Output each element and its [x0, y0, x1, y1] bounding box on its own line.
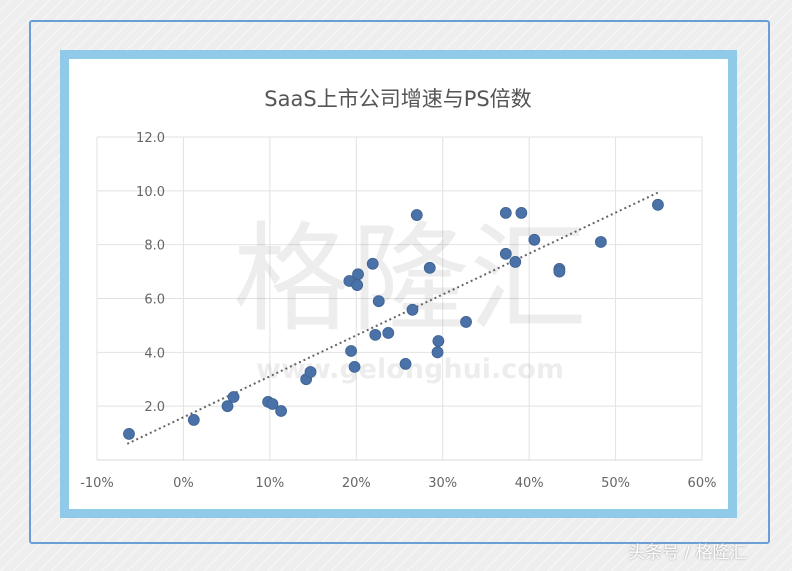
data-point — [382, 327, 395, 339]
watermark-main: 格隆汇 — [233, 210, 587, 348]
data-point — [351, 279, 364, 291]
data-point — [366, 257, 379, 270]
data-point — [432, 335, 445, 347]
outer-border — [29, 20, 770, 544]
y-tick-label: 6.0 — [144, 293, 165, 308]
data-point — [594, 236, 607, 248]
data-point — [348, 360, 361, 373]
data-point — [345, 345, 358, 357]
y-tick-label: 8.0 — [144, 239, 165, 254]
data-point — [227, 391, 240, 403]
data-point — [352, 268, 364, 281]
x-tick-label: 10% — [255, 476, 284, 491]
x-tick-label: 20% — [342, 476, 371, 491]
data-point — [304, 366, 317, 378]
x-tick-label: -10% — [80, 476, 114, 491]
data-point — [266, 398, 279, 410]
x-tick-label: 60% — [688, 476, 717, 491]
data-point — [652, 198, 664, 211]
x-tick-label: 40% — [515, 476, 544, 491]
data-point — [460, 316, 472, 328]
data-point — [423, 261, 436, 274]
y-tick-label: 2.0 — [144, 400, 165, 415]
data-point — [406, 303, 419, 316]
data-point — [221, 400, 234, 413]
footer-source: 头条号 / 格隆汇 — [628, 543, 747, 563]
x-tick-label: 50% — [601, 476, 630, 491]
data-point — [553, 265, 566, 278]
data-point — [410, 209, 423, 221]
x-tick-label: 0% — [173, 476, 194, 491]
y-tick-label: 10.0 — [136, 185, 165, 200]
data-point — [509, 255, 522, 268]
data-point — [187, 413, 200, 426]
data-point — [123, 427, 135, 440]
chart-area — [69, 59, 728, 509]
trendline — [126, 191, 660, 445]
data-point — [515, 207, 528, 219]
y-tick-label: 4.0 — [144, 346, 165, 361]
x-tick-label: 30% — [428, 476, 457, 491]
data-point — [399, 358, 412, 370]
y-tick-label: 12.0 — [136, 131, 165, 146]
data-point — [528, 233, 541, 246]
data-point — [431, 346, 444, 359]
data-point — [499, 207, 512, 219]
data-point — [499, 247, 512, 260]
data-point — [369, 328, 382, 341]
data-point — [372, 295, 385, 308]
chart-title: SaaS上市公司增速与PS倍数 — [264, 87, 531, 111]
data-point — [275, 405, 287, 417]
